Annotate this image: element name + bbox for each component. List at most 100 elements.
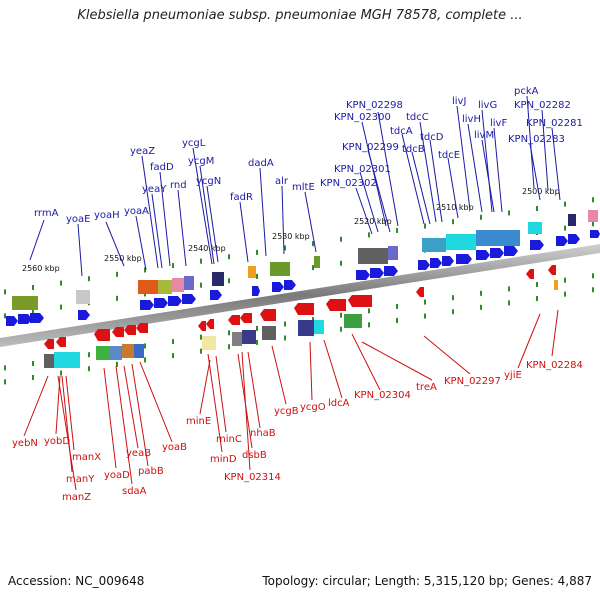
tick-mark <box>424 313 426 319</box>
feature-box[interactable] <box>554 280 558 290</box>
gene-label: pckA <box>514 86 539 97</box>
tick-mark <box>340 326 342 332</box>
feature-box[interactable] <box>358 248 388 264</box>
tick-mark <box>368 322 370 328</box>
gene-label: ycgM <box>188 156 214 167</box>
feature-box[interactable] <box>446 234 476 250</box>
feature-box[interactable] <box>344 314 362 328</box>
tick-mark <box>340 236 342 242</box>
feature-box[interactable] <box>172 278 184 292</box>
feature-box[interactable] <box>314 256 320 268</box>
gene-label: yoaB <box>162 442 187 453</box>
gene-label: nhaB <box>250 428 276 439</box>
feature-box[interactable] <box>568 214 576 226</box>
feature-box[interactable] <box>44 354 54 368</box>
gene-label: yoaH <box>94 210 120 221</box>
tick-mark <box>228 330 230 336</box>
feature-box[interactable] <box>12 296 38 310</box>
tick-mark <box>60 280 62 286</box>
tick-mark <box>116 271 118 277</box>
feature-box[interactable] <box>314 320 324 334</box>
kbp-label: 2530 kbp <box>272 232 310 241</box>
tick-mark <box>508 286 510 292</box>
feature-box[interactable] <box>202 336 216 350</box>
tick-mark <box>368 308 370 314</box>
gene-label: minC <box>216 434 242 445</box>
gene-label: treA <box>416 382 437 393</box>
tick-mark <box>312 317 314 323</box>
tick-mark <box>592 287 594 293</box>
kbp-label: 2540 kbp <box>188 244 226 253</box>
tick-mark <box>256 273 258 279</box>
feature-box[interactable] <box>134 344 144 358</box>
tick-mark <box>564 277 566 283</box>
tick-mark <box>396 227 398 233</box>
feature-box[interactable] <box>242 330 256 344</box>
feature-box[interactable] <box>96 346 110 360</box>
reverse-gene-track <box>44 265 558 368</box>
tick-mark <box>340 312 342 318</box>
feature-box[interactable] <box>298 320 314 336</box>
feature-box[interactable] <box>54 352 80 368</box>
gene-label: fadR <box>230 192 253 203</box>
gene-label: yebN <box>12 438 38 449</box>
feature-box[interactable] <box>138 280 158 294</box>
feature-box[interactable] <box>528 222 542 234</box>
tick-mark <box>312 241 314 247</box>
tick-mark <box>4 313 6 319</box>
genome-summary-text: Topology: circular; Length: 5,315,120 bp… <box>262 574 592 588</box>
feature-box[interactable] <box>122 344 134 358</box>
tick-mark <box>452 295 454 301</box>
gene-label: livH <box>462 114 481 125</box>
gene-label: yeaY <box>142 184 167 195</box>
tick-mark <box>200 282 202 288</box>
gene-label: minD <box>210 454 237 465</box>
tick-mark <box>88 366 90 372</box>
gene-label: sdaA <box>122 486 147 497</box>
feature-box[interactable] <box>248 266 256 278</box>
tick-mark <box>32 308 34 314</box>
gene-label: tdcC <box>406 112 429 123</box>
kbp-label: 2560 kbp <box>22 264 60 273</box>
tick-mark <box>368 232 370 238</box>
tick-mark <box>312 265 314 271</box>
tick-mark <box>564 201 566 207</box>
gene-label: pabB <box>138 466 164 477</box>
tick-mark <box>228 278 230 284</box>
map-title: Klebsiella pneumoniae subsp. pneumoniae … <box>77 8 523 23</box>
tick-mark <box>144 357 146 363</box>
gene-label: yjiE <box>504 370 522 381</box>
gene-label: tdcD <box>420 132 444 143</box>
tick-rows <box>4 197 594 385</box>
gene-label: yoaD <box>104 470 130 481</box>
tick-mark <box>4 365 6 371</box>
tick-mark <box>228 344 230 350</box>
feature-box[interactable] <box>422 238 446 252</box>
gene-label: livG <box>478 100 497 111</box>
feature-box[interactable] <box>388 246 398 260</box>
forward-gene-track <box>6 210 600 326</box>
feature-box[interactable] <box>476 230 520 246</box>
gene-label: ldcA <box>328 398 350 409</box>
gene-label: manZ <box>62 492 91 503</box>
tick-mark <box>564 225 566 231</box>
feature-box[interactable] <box>76 290 90 304</box>
feature-box[interactable] <box>588 210 598 222</box>
gene-label: KPN_02281 <box>526 118 583 129</box>
feature-box[interactable] <box>262 326 276 340</box>
tick-mark <box>4 289 6 295</box>
tick-mark <box>172 263 174 269</box>
feature-box[interactable] <box>212 272 224 286</box>
feature-box[interactable] <box>270 262 290 276</box>
tick-mark <box>536 296 538 302</box>
tick-mark <box>32 360 34 366</box>
tick-mark <box>256 325 258 331</box>
gene-label: KPN_02299 <box>342 142 399 153</box>
tick-mark <box>424 223 426 229</box>
gene-label: tdcA <box>390 126 413 137</box>
feature-box[interactable] <box>232 332 242 346</box>
feature-box[interactable] <box>110 346 122 360</box>
feature-box[interactable] <box>158 280 172 294</box>
tick-mark <box>284 245 286 251</box>
feature-box[interactable] <box>184 276 194 290</box>
